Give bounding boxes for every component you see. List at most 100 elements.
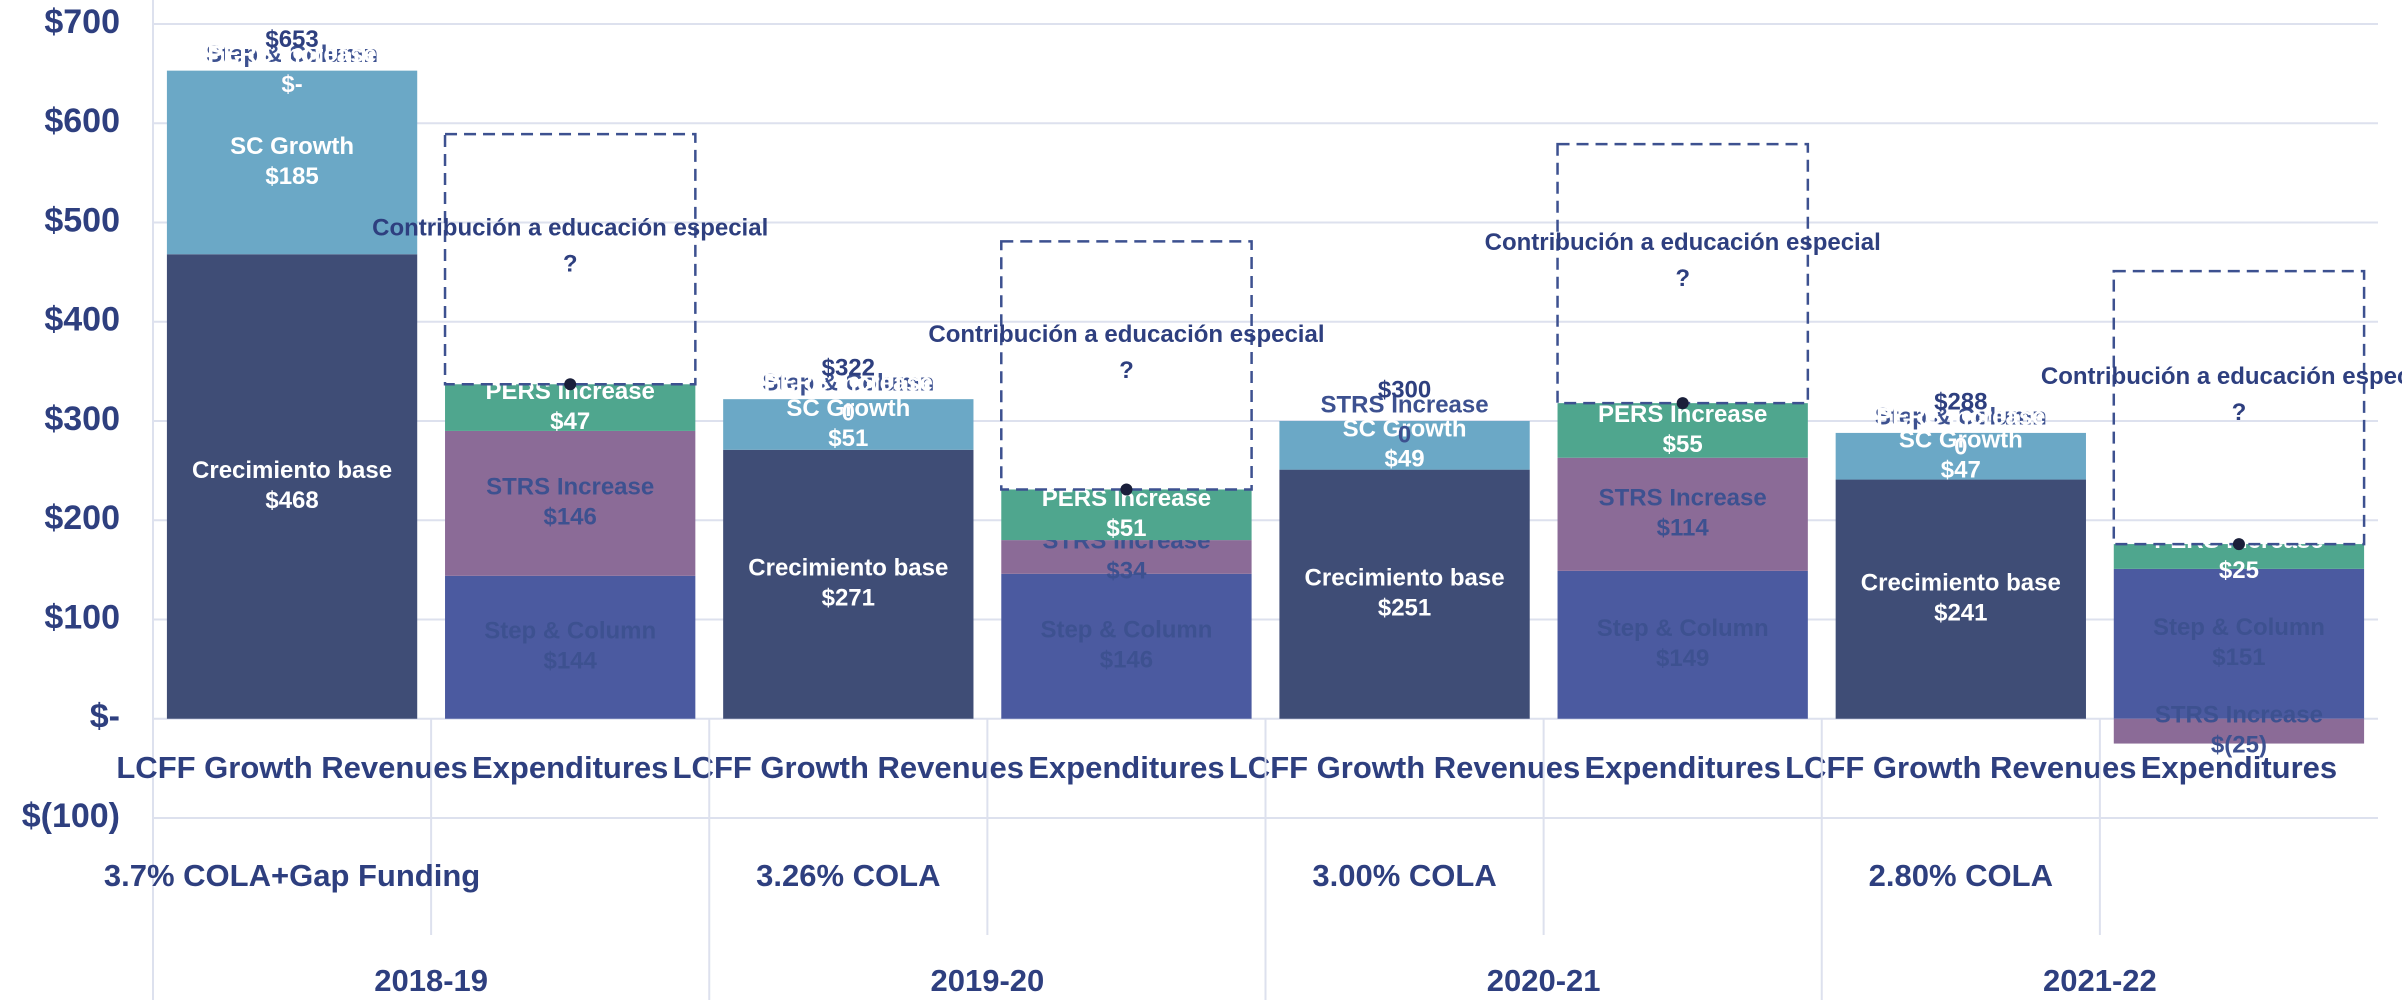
bar-segment — [1279, 421, 1530, 470]
segment-marker: ? — [1675, 265, 1690, 292]
y-tick-label: $- — [90, 698, 120, 736]
segment-name: Step & Column — [1875, 403, 2047, 430]
segment-value: $149 — [1656, 645, 1709, 672]
group-label: 2018-19 — [374, 963, 488, 998]
x-tick-label: LCFF Growth Revenues — [673, 750, 1024, 785]
segment-value: $185 — [265, 163, 318, 190]
top-dot — [1120, 483, 1133, 496]
y-tick-label: $700 — [44, 3, 120, 41]
segment-value: 0 — [1398, 421, 1411, 448]
segment-name: Contribución a educación especial — [1485, 229, 1881, 256]
segment-value: $47 — [1941, 457, 1981, 484]
top-dot — [2232, 538, 2245, 551]
bar-segment — [166, 70, 418, 255]
segment-name: Step & Column — [206, 41, 378, 68]
bar-segment — [1557, 403, 1808, 458]
segment-value: $- — [281, 71, 302, 98]
segment-value: $(25) — [2211, 732, 2267, 759]
segment-value: 0 — [1120, 719, 1133, 746]
group-label: 2019-20 — [930, 963, 1044, 998]
total-label: $288 — [1934, 388, 1987, 415]
total-label: $300 — [1378, 376, 1431, 403]
segment-value: 0 — [1120, 719, 1133, 746]
bar-segment — [1835, 479, 2086, 719]
segment-value: $271 — [822, 585, 875, 612]
bar-segment — [1001, 573, 1252, 719]
bar-segment — [1001, 489, 1252, 541]
y-tick-label: $400 — [44, 301, 120, 339]
segment-value: $144 — [543, 648, 597, 675]
segment-value: $25 — [2219, 557, 2259, 584]
bar-segment — [2113, 718, 2365, 744]
segment-name: PERS Increase — [1876, 403, 2045, 430]
group-note: 2.80% COLA — [1869, 858, 2053, 893]
segment-value: 0 — [564, 719, 577, 746]
bar-segment — [723, 399, 974, 450]
bar-segment — [1557, 457, 1808, 571]
x-tick-label: Expenditures — [2141, 750, 2337, 785]
total-label: $322 — [822, 355, 875, 382]
segment-value: 0 — [842, 400, 855, 427]
y-tick-label: $(100) — [22, 797, 120, 835]
segment-name: Crecimiento base — [748, 555, 948, 582]
x-tick-label: LCFF Growth Revenues — [1229, 750, 1580, 785]
segment-marker: ? — [2232, 399, 2247, 426]
bar-segment — [1279, 469, 1530, 719]
bar-segment — [723, 449, 974, 719]
segment-value: $51 — [1106, 515, 1146, 542]
bar-segment — [445, 575, 696, 719]
group-note: 3.00% COLA — [1312, 858, 1496, 893]
segment-name: Contribución a educación especial — [928, 321, 1324, 348]
segment-name: Step & Column — [484, 618, 656, 645]
segment-name: SC Growth — [1899, 427, 2023, 454]
segment-value: 0 — [1954, 433, 1967, 460]
segment-value: $- — [281, 71, 302, 98]
segment-value: $114 — [1657, 515, 1710, 542]
bar-segment — [166, 254, 418, 719]
segment-value: 0 — [1676, 719, 1689, 746]
segment-name: Crecimiento base — [192, 457, 392, 484]
segment-name: STRS Increase — [1321, 391, 1489, 418]
bar-segment — [2113, 568, 2365, 719]
group-label: 2021-22 — [2043, 963, 2157, 998]
x-tick-label: LCFF Growth Revenues — [1785, 750, 2136, 785]
bar-segment — [1835, 432, 2086, 480]
segment-value: $151 — [2212, 644, 2265, 671]
segment-name: Step & Column — [1040, 617, 1212, 644]
y-tick-label: $100 — [44, 598, 120, 636]
segment-value: 0 — [842, 400, 855, 427]
group-note: 3.26% COLA — [756, 858, 940, 893]
y-tick-label: $600 — [44, 102, 120, 140]
segment-value: $251 — [1378, 595, 1431, 622]
segment-value: 0 — [564, 719, 577, 746]
segment-value: $146 — [543, 504, 596, 531]
segment-name: SC Growth — [1343, 416, 1467, 443]
segment-marker: ? — [563, 251, 578, 278]
segment-name: Step & Column — [1597, 615, 1769, 642]
segment-name: Crecimiento base — [1861, 569, 2061, 596]
x-tick-label: Expenditures — [1584, 750, 1780, 785]
top-dot — [564, 378, 577, 391]
segment-name: STRS Increase — [1599, 485, 1767, 512]
segment-name: Contribución a educación especial — [372, 215, 768, 242]
segment-name: SC Growth — [230, 133, 354, 160]
segment-value: 0 — [1676, 719, 1689, 746]
y-tick-label: $500 — [44, 201, 120, 239]
group-note: 3.7% COLA+Gap Funding — [104, 858, 480, 893]
segment-value: $47 — [550, 408, 590, 435]
bar-segment — [1000, 240, 1253, 491]
bar-segment — [445, 384, 696, 431]
total-label: $653 — [265, 26, 318, 53]
bar-segment — [445, 430, 696, 576]
segment-value: $241 — [1934, 599, 1987, 626]
bar-segment — [1001, 540, 1252, 574]
y-tick-label: $200 — [44, 499, 120, 537]
segment-name: PERS Increase — [764, 370, 933, 397]
segment-value: $55 — [1663, 431, 1703, 458]
segment-value: $146 — [1100, 647, 1153, 674]
segment-value: $468 — [265, 487, 318, 514]
segment-value: $34 — [1106, 557, 1147, 584]
segment-name: SC Growth — [786, 395, 910, 422]
segment-name: Step & Column — [2153, 614, 2325, 641]
